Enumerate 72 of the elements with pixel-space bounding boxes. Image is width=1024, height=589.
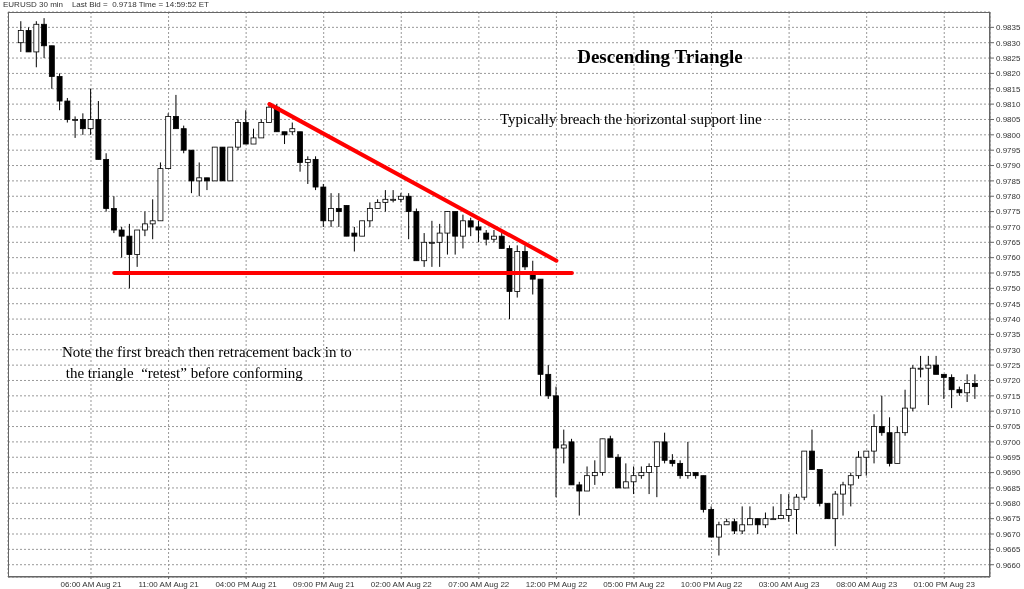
x-tick-label: 07:00 AM Aug 22	[448, 579, 510, 589]
candlestick	[971, 373, 978, 400]
candlestick	[41, 17, 47, 59]
candlestick	[460, 214, 466, 249]
x-tick-label: 11:00 AM Aug 21	[138, 579, 200, 589]
y-tick-label: 0.9785	[996, 176, 1022, 186]
candlestick	[933, 355, 939, 375]
y-tick-label: 0.9725	[996, 360, 1022, 370]
candlestick	[747, 505, 753, 526]
x-tick-label: 09:00 PM Aug 21	[293, 579, 355, 589]
y-tick-label: 0.9670	[996, 529, 1022, 539]
y-tick-label: 0.9700	[996, 437, 1022, 447]
y-tick-label: 0.9790	[996, 161, 1022, 171]
candlestick	[72, 115, 79, 139]
y-tick-label: 0.9720	[996, 376, 1022, 386]
y-tick-label: 0.9730	[996, 345, 1022, 355]
candlestick	[204, 177, 210, 191]
y-tick-label: 0.9710	[996, 407, 1022, 417]
y-tick-label: 0.9660	[996, 560, 1022, 570]
candlestick	[809, 429, 815, 471]
y-tick-label: 0.9800	[996, 130, 1022, 140]
x-tick-label: 12:00 PM Aug 22	[525, 579, 588, 589]
y-tick-label: 0.9695	[996, 453, 1022, 463]
y-tick-label: 0.9795	[996, 146, 1022, 156]
candlestick	[429, 220, 435, 268]
candlestick	[491, 229, 497, 243]
y-tick-label: 0.9810	[996, 99, 1022, 109]
y-tick-label: 0.9765	[996, 238, 1022, 248]
y-tick-label: 0.9715	[996, 391, 1022, 401]
y-tick-label: 0.9675	[996, 514, 1022, 524]
candlestick	[266, 103, 272, 124]
candlestick	[646, 462, 652, 495]
y-tick-label: 0.9770	[996, 222, 1022, 232]
y-tick-label: 0.9775	[996, 207, 1022, 217]
candlestick	[716, 521, 722, 557]
y-tick-label: 0.9665	[996, 545, 1022, 555]
x-tick-label: 10:00 PM Aug 22	[680, 579, 743, 589]
x-tick-label: 02:00 AM Aug 22	[370, 579, 433, 589]
y-tick-label: 0.9735	[996, 330, 1022, 340]
y-tick-label: 0.9805	[996, 115, 1022, 125]
x-tick-label: 01:00 PM Aug 23	[913, 579, 976, 589]
y-tick-label: 0.9680	[996, 499, 1022, 509]
x-tick-label: 04:00 PM Aug 21	[215, 579, 278, 589]
x-tick-label: 08:00 AM Aug 23	[836, 579, 898, 589]
text: EURUSD 30 min Last Bid = 0.9718 Time = 14:59:52 ET	[3, 0, 209, 9]
candlestick	[173, 94, 179, 130]
y-tick-label: 0.9750	[996, 284, 1022, 294]
y-tick-label: 0.9815	[996, 84, 1022, 94]
y-tick-label: 0.9755	[996, 268, 1022, 278]
annotation: Note the first breach then retracement back in to the triangle “retest” before conforming	[62, 343, 352, 383]
y-tick-label: 0.9835	[996, 23, 1022, 33]
y-tick-label: 0.9760	[996, 253, 1022, 263]
x-tick-label: 03:00 AM Aug 23	[758, 579, 821, 589]
candlestick	[142, 211, 148, 237]
y-tick-label: 0.9705	[996, 422, 1022, 432]
candlestick	[584, 465, 590, 492]
candlestick	[778, 493, 784, 520]
x-tick-label: 06:00 AM Aug 21	[60, 579, 123, 589]
y-tick-label: 0.9780	[996, 192, 1022, 202]
text: Descending Triangle	[576, 46, 744, 68]
y-tick-label: 0.9690	[996, 468, 1022, 478]
annotation: Typically breach the horizontal support line	[500, 111, 762, 128]
y-tick-label: 0.9740	[996, 314, 1022, 324]
y-tick-label: 0.9685	[996, 483, 1022, 493]
y-tick-label: 0.9830	[996, 38, 1022, 48]
y-tick-label: 0.9745	[996, 299, 1022, 309]
y-tick-label: 0.9825	[996, 53, 1022, 63]
candlestick	[840, 481, 846, 517]
candlestick	[522, 244, 528, 271]
candlestick	[328, 192, 334, 228]
y-tick-label: 0.9820	[996, 69, 1022, 79]
x-tick-label: 05:00 PM Aug 22	[603, 579, 666, 589]
